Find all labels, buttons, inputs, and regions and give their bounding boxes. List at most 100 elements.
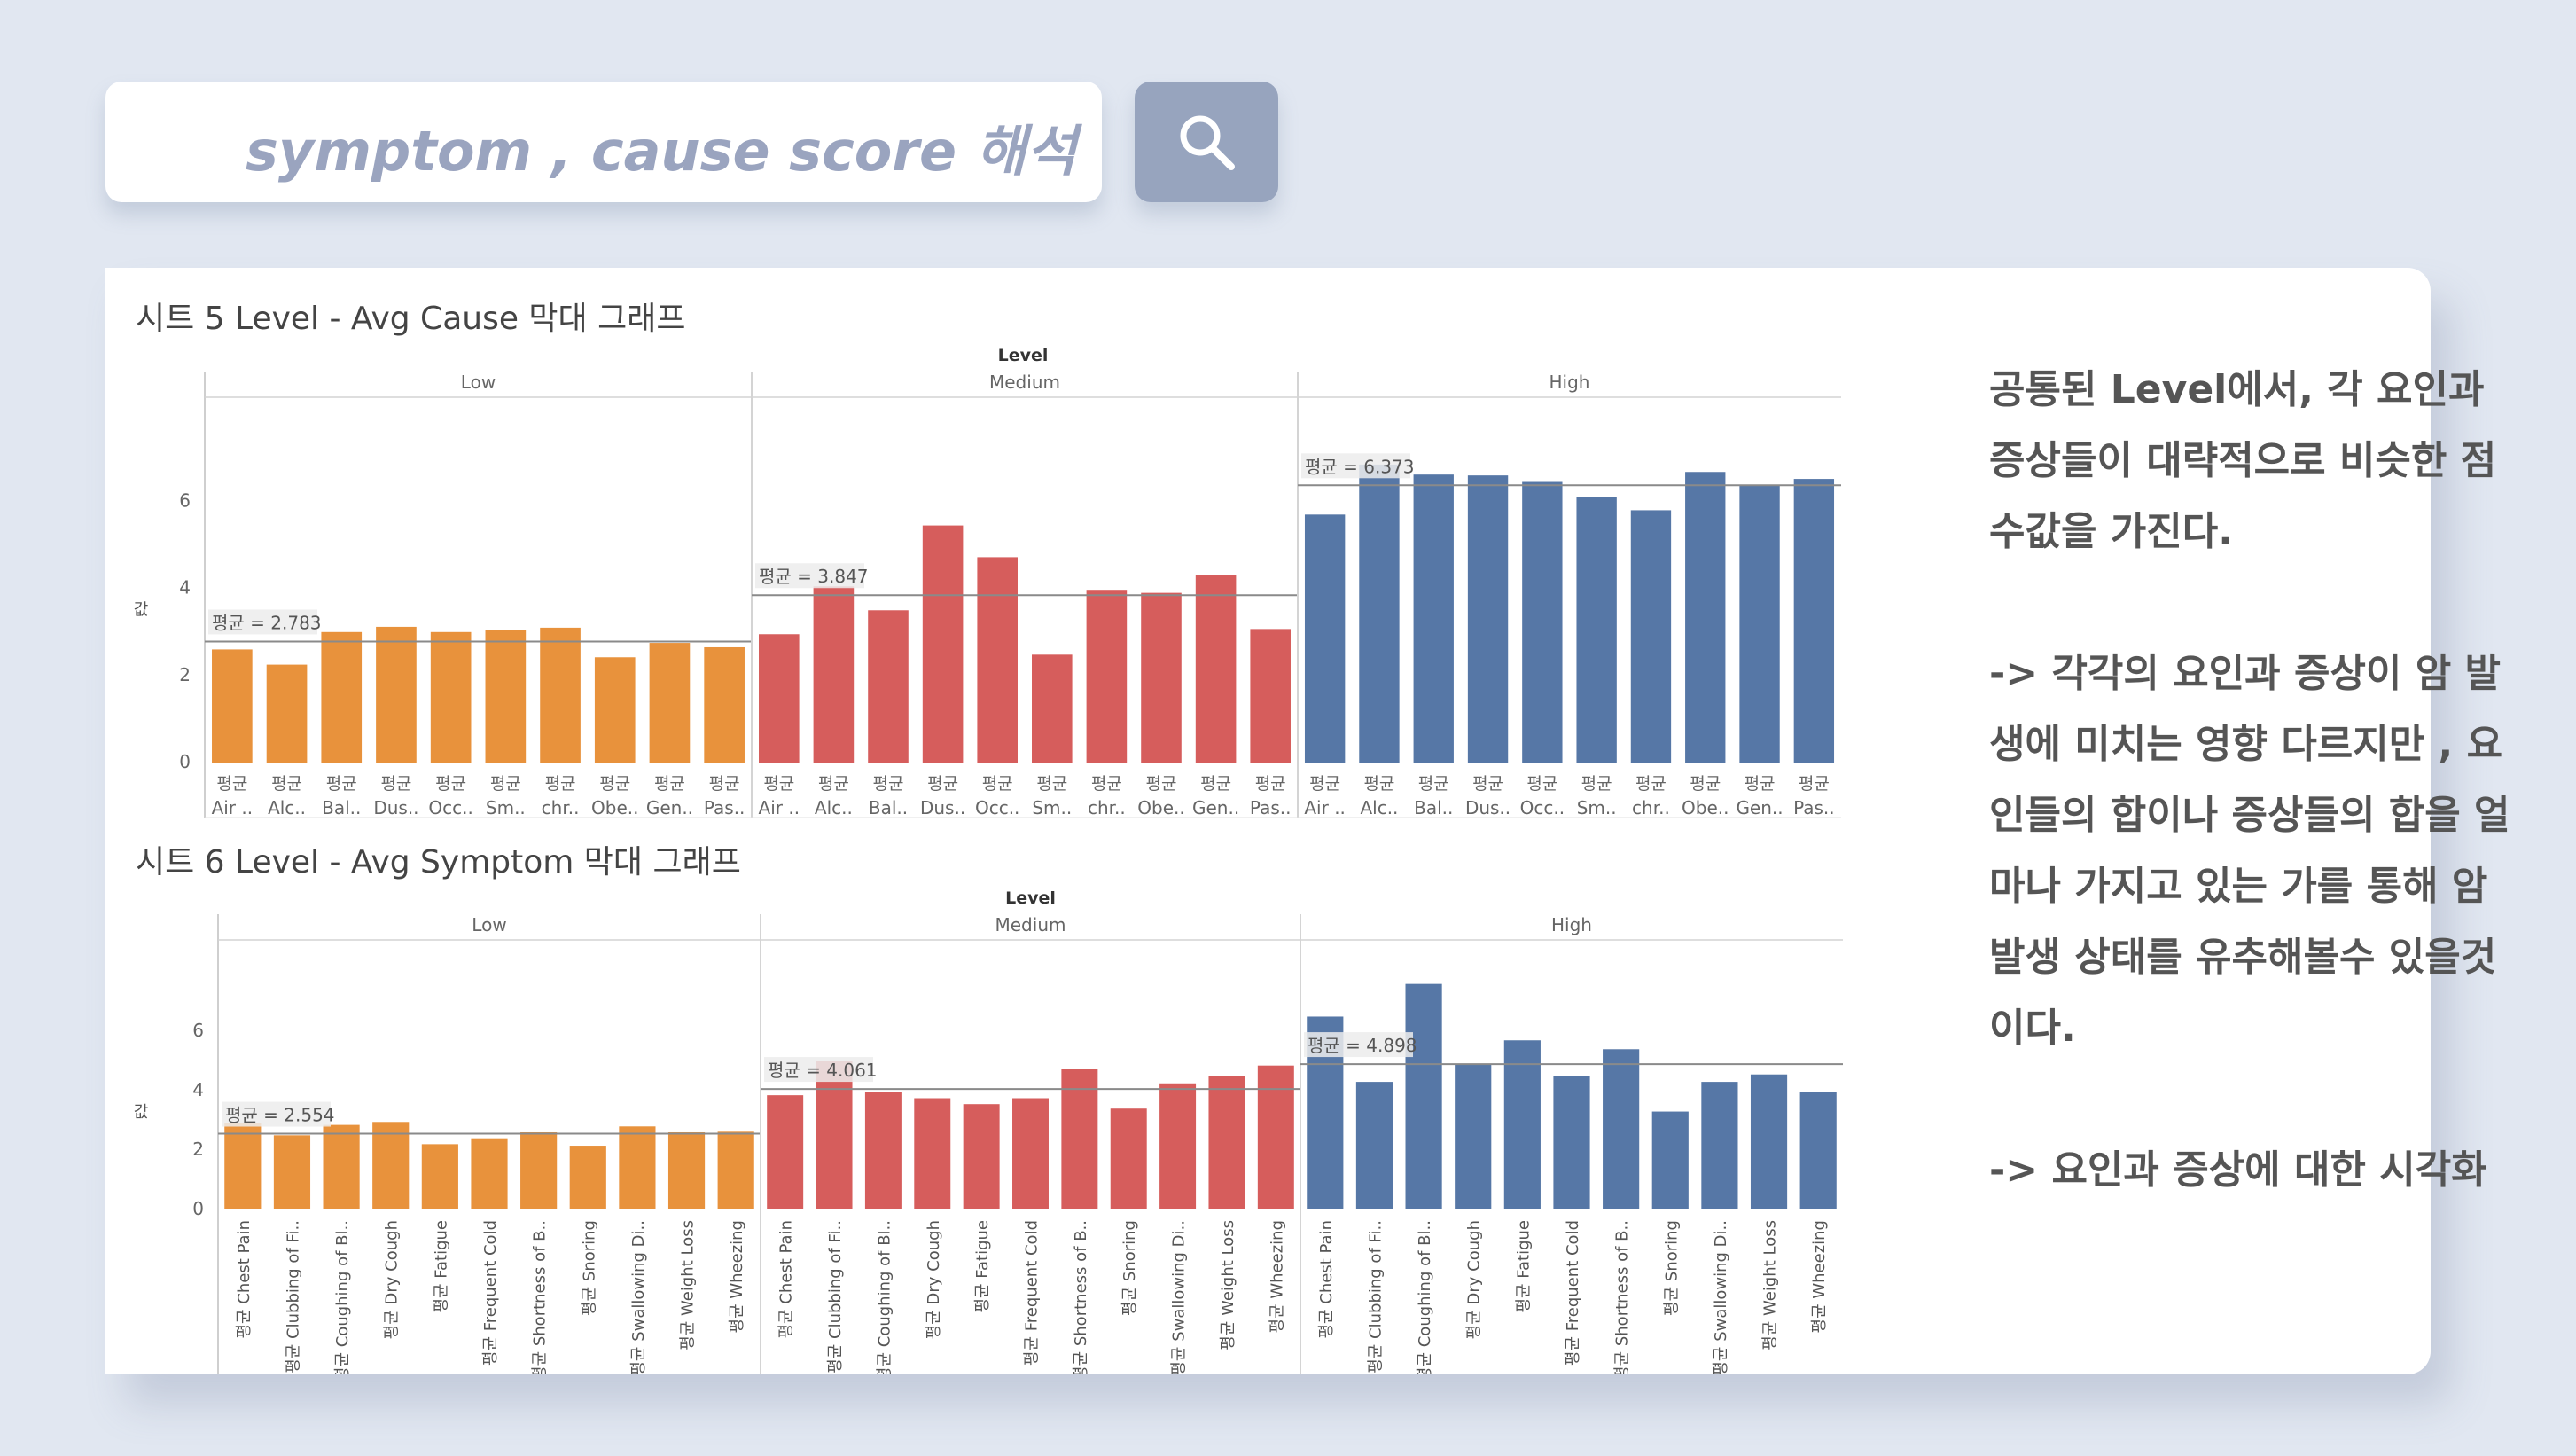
x-tick-label: Obe.. [591,797,638,818]
bar [1208,1076,1245,1209]
bar [1701,1082,1738,1209]
average-label: 평균 = 2.554 [225,1105,335,1126]
x-tick-label: Pas.. [1250,797,1292,818]
x-tick-label: Bal.. [869,797,908,818]
x-tick-label: Gen.. [1192,797,1239,818]
bar [321,631,363,763]
bar [868,610,909,763]
avg-symptom-bar-chart: Level 0 2 4 6 값 Low 평균 Chest Pain 평균 Clubbing of… [134,888,1843,1374]
bar [1793,479,1835,763]
x-tick-label: 평균 Coughing of Bl.. [875,1220,894,1374]
x-tick-measure-label: 평균 [1690,774,1721,794]
bar [1553,1076,1590,1209]
x-tick-measure-label: 평균 [216,774,247,794]
y-tick-label: 4 [179,577,191,599]
x-tick-measure-label: 평균 [927,774,958,794]
average-label: 평균 = 3.847 [759,566,869,587]
search-bar[interactable]: symptom , cause score 해석 [105,82,1102,202]
bar [569,1146,606,1209]
x-tick-label: Obe.. [1137,797,1184,818]
y-tick-label: 0 [192,1198,204,1219]
bar [1257,1065,1294,1209]
x-tick-measure-label: 평균 [873,774,904,794]
x-tick-label: 평균 Chest Pain [777,1220,796,1339]
x-tick-label: Alc.. [815,797,853,818]
x-tick-measure-label: 평균 [1255,774,1286,794]
x-tick-label: Dus.. [1465,797,1510,818]
x-tick-label: Air .. [1304,797,1346,818]
x-tick-label: Occ.. [975,797,1019,818]
search-icon [1180,115,1235,170]
x-tick-label: 평균 Shortness of B.. [1613,1220,1632,1374]
x-tick-label: 평균 Snoring [1662,1220,1681,1316]
bar [1159,1083,1197,1209]
bar [1250,629,1291,763]
bar [649,643,691,763]
x-tick-label: 평균 Coughing of Bl.. [333,1220,352,1374]
x-tick-measure-label: 평균 [380,774,411,794]
x-tick-measure-label: 평균 [1200,774,1231,794]
x-tick-measure-label: 평균 [490,774,521,794]
x-tick-label: 평균 Fatigue [973,1220,992,1313]
search-text[interactable]: symptom , cause score 해석 [246,119,1077,184]
x-tick-label: Bal.. [322,797,361,818]
bar [1304,514,1346,763]
level-header: Level [998,346,1049,365]
x-tick-label: 평균 Frequent Cold [1564,1220,1582,1366]
level-label-high: High [1551,914,1592,935]
x-tick-measure-label: 평균 [326,774,357,794]
bar [1355,1082,1393,1209]
x-tick-label: 평균 Fatigue [432,1220,450,1313]
bar [977,557,1018,763]
x-tick-measure-label: 평균 [271,774,302,794]
bar [704,646,745,763]
x-tick-label: 평균 Coughing of Bl.. [1416,1220,1434,1374]
x-tick-label: 평균 Swallowing Di.. [629,1220,648,1374]
x-tick-measure-label: 평균 [1363,774,1394,794]
bar [1467,475,1509,763]
x-tick-label: chr.. [1632,797,1670,818]
y-tick-label: 0 [179,751,191,772]
bar [421,1144,458,1209]
bar [266,664,308,763]
x-tick-label: Occ.. [1520,797,1565,818]
bar [594,657,636,763]
x-tick-label: Bal.. [1414,797,1453,818]
x-tick-measure-label: 평균 [1472,774,1503,794]
bar [759,634,800,763]
content-card: 시트 5 Level - Avg Cause 막대 그래프 Level 0 2 4 6 값… [105,268,2510,1374]
x-tick-measure-label: 평균 [1146,774,1177,794]
bar [1012,1098,1049,1209]
x-tick-label: 평균 Wheezing [1810,1220,1829,1333]
y-axis-label: 값 [134,601,149,620]
note-2: -> 각각의 요인과 증상이 암 발생에 미치는 영향 다르지만 , 요인들의 … [1989,651,2510,1051]
bar [1110,1108,1147,1209]
x-tick-label: Air .. [759,797,800,818]
bar [1141,592,1182,763]
average-label: 평균 = 4.898 [1308,1035,1417,1056]
x-tick-label: 평균 Weight Loss [1761,1220,1780,1350]
x-tick-label: 평균 Frequent Cold [1023,1220,1042,1366]
bar [813,586,855,763]
x-tick-label: Pas.. [1793,797,1835,818]
average-label-bg [208,609,317,635]
x-tick-measure-label: 평균 [818,774,849,794]
x-tick-label: Alc.. [268,797,306,818]
bar [520,1131,558,1209]
x-tick-label: Sm.. [1032,797,1072,818]
x-tick-label: 평균 Dry Cough [1465,1220,1484,1339]
bar [963,1104,1000,1209]
x-tick-measure-label: 평균 [1526,774,1557,794]
x-tick-measure-label: 평균 [654,774,685,794]
bar [619,1126,656,1209]
search-button[interactable] [1135,82,1278,202]
x-tick-label: Pas.. [704,797,745,818]
average-label: 평균 = 4.061 [768,1060,878,1081]
y-tick-label: 6 [192,1020,204,1041]
bar [376,626,417,763]
x-tick-measure-label: 평균 [1581,774,1612,794]
x-tick-label: 평균 Clubbing of Fi.. [1366,1220,1385,1374]
bar [1799,1092,1837,1209]
bar [1455,1064,1492,1209]
sheet6-title: 시트 6 Level - Avg Symptom 막대 그래프 [136,844,741,881]
